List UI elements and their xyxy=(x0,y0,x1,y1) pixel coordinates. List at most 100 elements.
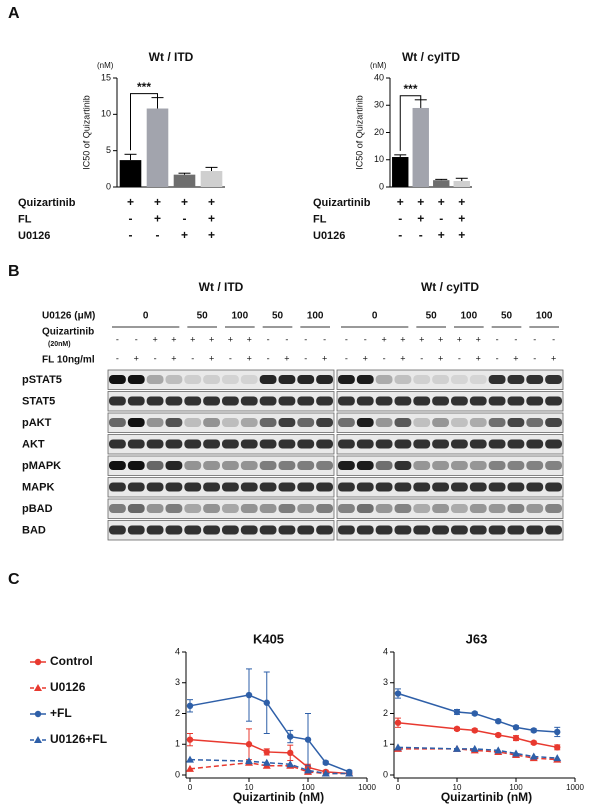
x-tick-label: 1000 xyxy=(566,783,584,792)
y-tick-label: 10 xyxy=(101,109,111,119)
legend-label: +FL xyxy=(50,706,72,720)
blot-band xyxy=(394,525,412,535)
blot-band xyxy=(526,525,544,535)
blot-band xyxy=(526,396,544,406)
blot-band xyxy=(240,375,258,384)
blot-band xyxy=(184,375,202,384)
blot-strip xyxy=(107,498,335,519)
blot-band xyxy=(432,439,449,449)
blot-band xyxy=(297,504,315,513)
point xyxy=(263,748,270,756)
x-axis-label: Quizartinib (nM) xyxy=(441,790,532,804)
y-tick-label: 2 xyxy=(383,708,388,718)
quizartinib-sign: - xyxy=(285,334,288,344)
blot-title: Wt / cyITD xyxy=(421,280,479,294)
point xyxy=(304,766,312,774)
blot-band xyxy=(451,525,468,535)
blot-strip xyxy=(336,369,564,390)
blot-band xyxy=(165,461,183,470)
blot-band xyxy=(146,439,164,449)
fl-sign: - xyxy=(267,353,270,363)
blot-band xyxy=(451,504,468,513)
point xyxy=(529,752,538,760)
bar xyxy=(412,107,429,187)
x-axis-label: Quizartinib (nM) xyxy=(233,790,324,804)
blot-band xyxy=(469,461,487,470)
blot-band xyxy=(394,461,412,470)
point xyxy=(322,759,329,766)
blot-strip xyxy=(336,520,564,541)
blot-band xyxy=(507,375,525,384)
u0126-dose: 100 xyxy=(307,311,324,322)
blot-band xyxy=(278,396,296,406)
blot-band xyxy=(109,504,126,513)
blot-band xyxy=(316,375,333,384)
quizartinib-sign: + xyxy=(152,334,157,344)
blot-band xyxy=(545,504,562,513)
blot-band xyxy=(545,439,562,449)
condition-sign: + xyxy=(458,212,465,226)
condition-sign: + xyxy=(181,195,188,209)
blot-band xyxy=(451,439,468,449)
blot-band xyxy=(316,461,333,470)
legend-marker xyxy=(34,684,42,691)
blot-band xyxy=(488,482,506,492)
u0126-dose: 50 xyxy=(272,311,284,322)
y-tick-label: 0 xyxy=(379,181,384,191)
blot-band xyxy=(356,482,374,492)
condition-sign: + xyxy=(438,195,445,209)
quizartinib-sign: + xyxy=(247,334,252,344)
blot-band xyxy=(469,396,487,406)
blot-band xyxy=(356,396,374,406)
blot-band xyxy=(297,525,315,535)
fl-sign: - xyxy=(533,353,536,363)
blot-band xyxy=(526,504,544,513)
point xyxy=(495,717,502,725)
fl-sign: - xyxy=(383,353,386,363)
blot-band xyxy=(507,461,525,470)
blot-band xyxy=(526,418,544,427)
blot-band xyxy=(240,461,258,470)
blot-band xyxy=(165,439,183,449)
blot-band xyxy=(526,375,544,384)
blot-band xyxy=(146,396,164,406)
blot-band xyxy=(316,525,333,535)
condition-label: FL xyxy=(313,213,327,225)
blot-band xyxy=(316,439,333,449)
quizartinib-sign: + xyxy=(381,334,386,344)
y-tick-label: 2 xyxy=(175,708,180,718)
protein-label: pBAD xyxy=(22,503,53,515)
u0126-dose: 100 xyxy=(231,311,248,322)
blot-strip xyxy=(107,369,335,390)
point xyxy=(512,749,520,757)
y-tick-label: 20 xyxy=(374,127,384,137)
protein-label: pAKT xyxy=(22,417,52,429)
point xyxy=(553,754,562,762)
quizartinib-label: Quizartinib xyxy=(42,327,94,338)
condition-sign: + xyxy=(458,195,465,209)
point xyxy=(554,728,561,736)
blot-title: Wt / ITD xyxy=(199,280,244,294)
fl-sign: - xyxy=(191,353,194,363)
blot-band xyxy=(203,396,220,406)
blot-band xyxy=(394,482,412,492)
blot-band xyxy=(432,375,449,384)
fl-sign: + xyxy=(284,353,289,363)
blot-band xyxy=(203,482,220,492)
blot-band xyxy=(222,375,239,384)
blot-band xyxy=(413,525,431,535)
condition-sign: + xyxy=(208,195,215,209)
blot-band xyxy=(222,439,239,449)
blot-band xyxy=(127,439,145,449)
blot-band xyxy=(451,482,468,492)
fl-sign: + xyxy=(363,353,368,363)
fl-sign: + xyxy=(209,353,214,363)
blot-band xyxy=(259,525,277,535)
x-tick-label: 10 xyxy=(245,783,254,792)
bar xyxy=(433,180,450,187)
bar xyxy=(392,157,409,187)
blot-band xyxy=(394,439,412,449)
blot-band xyxy=(109,439,126,449)
blot-band xyxy=(451,461,468,470)
blot-band xyxy=(338,461,355,470)
